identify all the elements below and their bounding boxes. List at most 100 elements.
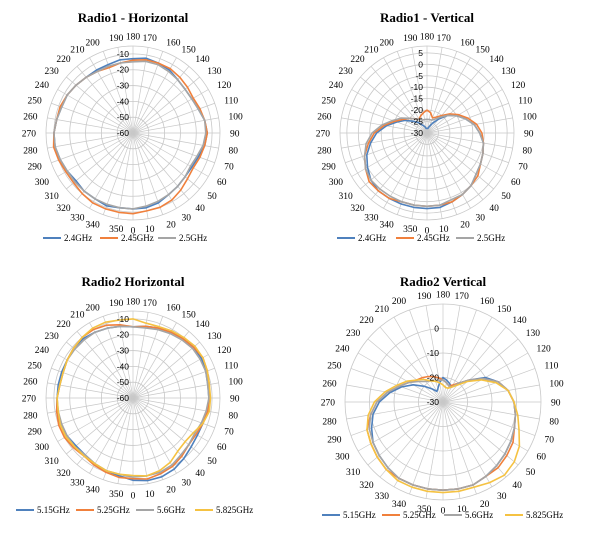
angle-tick-label: 270 xyxy=(321,399,336,409)
legend-label: 5.825GHz xyxy=(216,505,253,515)
angle-tick-label: 180 xyxy=(126,33,141,43)
radial-tick-label: -15 xyxy=(411,94,424,104)
angle-tick-label: 270 xyxy=(22,395,37,405)
angle-tick-label: 160 xyxy=(166,303,181,313)
legend-item: 5.825GHz xyxy=(195,505,253,515)
radial-tick-label: -10 xyxy=(117,314,130,324)
angle-tick-label: 230 xyxy=(44,67,59,77)
angle-tick-label: 190 xyxy=(403,34,418,44)
angle-tick-label: 300 xyxy=(335,453,350,463)
grid-spoke xyxy=(132,354,209,399)
legend-label: 2.4GHz xyxy=(64,233,92,243)
angle-tick-label: 250 xyxy=(28,361,43,371)
grid-spoke xyxy=(132,397,164,480)
angle-tick-label: 160 xyxy=(480,297,495,307)
grid-spoke xyxy=(102,316,134,399)
grid-spoke xyxy=(132,397,149,484)
series-line-5.825GHz xyxy=(366,378,521,494)
angle-tick-label: 280 xyxy=(23,411,38,421)
angle-tick-label: 180 xyxy=(436,291,451,301)
angle-tick-label: 0 xyxy=(441,507,446,517)
chart-title: Radio1 - Horizontal xyxy=(78,10,189,25)
angle-tick-label: 280 xyxy=(317,146,332,156)
angle-tick-label: 60 xyxy=(217,443,227,453)
legend-item: 2.4GHz xyxy=(337,233,386,243)
angle-tick-label: 330 xyxy=(375,492,390,502)
grid-spoke xyxy=(426,132,503,177)
legend-label: 5.6GHz xyxy=(465,510,493,520)
angle-tick-label: 10 xyxy=(145,225,155,235)
grid-spoke xyxy=(341,132,428,149)
angle-tick-label: 340 xyxy=(392,500,407,510)
grid-spoke xyxy=(57,132,134,177)
angle-tick-label: 30 xyxy=(182,214,192,224)
angle-tick-label: 260 xyxy=(317,113,332,123)
angle-tick-label: 70 xyxy=(224,428,234,438)
grid-spoke xyxy=(442,368,536,403)
angle-tick-label: 320 xyxy=(56,204,71,214)
grid-spoke xyxy=(51,397,134,429)
grid-spoke xyxy=(89,322,134,399)
series-line-5.6GHz xyxy=(56,325,210,478)
grid-spoke xyxy=(57,397,134,442)
angle-tick-label: 320 xyxy=(56,469,71,479)
angle-tick-label: 80 xyxy=(229,146,239,156)
angle-tick-label: 150 xyxy=(182,46,197,56)
angle-tick-label: 220 xyxy=(56,320,71,330)
angle-tick-label: 60 xyxy=(537,453,547,463)
grid-spoke xyxy=(132,132,215,164)
angle-tick-label: 270 xyxy=(22,130,37,140)
angle-tick-label: 190 xyxy=(109,34,124,44)
grid-spoke xyxy=(426,132,509,164)
angle-tick-label: 140 xyxy=(512,316,527,326)
grid-spoke xyxy=(132,331,190,399)
angle-tick-label: 340 xyxy=(86,486,101,496)
angle-tick-label: 320 xyxy=(350,204,365,214)
grid-spoke xyxy=(442,305,461,403)
angle-tick-label: 210 xyxy=(364,46,379,56)
grid-spoke xyxy=(426,132,471,209)
angle-tick-label: 290 xyxy=(327,435,342,445)
grid-spoke xyxy=(132,382,219,399)
grid-spoke xyxy=(47,397,134,414)
angle-tick-label: 200 xyxy=(86,303,101,313)
angle-tick-label: 340 xyxy=(86,221,101,231)
angle-tick-label: 350 xyxy=(403,225,418,235)
radial-tick-label: 0 xyxy=(418,59,423,69)
grid-spoke xyxy=(132,132,190,200)
angle-tick-label: 330 xyxy=(364,214,379,224)
grid-spoke xyxy=(117,132,134,219)
angle-tick-label: 240 xyxy=(335,345,350,355)
angle-tick-label: 240 xyxy=(329,81,344,91)
radial-tick-label: -20 xyxy=(117,65,130,75)
grid-spoke xyxy=(51,132,134,164)
legend-item: 5.25GHz xyxy=(382,510,436,520)
angle-tick-label: 170 xyxy=(143,299,158,309)
grid-spoke xyxy=(132,397,219,414)
angle-tick-label: 60 xyxy=(217,178,227,188)
radial-tick-label: -30 xyxy=(117,346,130,356)
grid-spoke xyxy=(442,309,477,403)
angle-tick-label: 40 xyxy=(195,469,205,479)
grid-spoke xyxy=(426,76,494,134)
radial-tick-label: -40 xyxy=(117,96,130,106)
legend-item: 2.45GHz xyxy=(396,233,450,243)
radial-tick-label: -30 xyxy=(411,128,424,138)
legend-label: 5.15GHz xyxy=(37,505,70,515)
grid-spoke xyxy=(426,132,513,149)
angle-tick-label: 140 xyxy=(195,55,210,65)
legend-item: 2.5GHz xyxy=(456,233,505,243)
grid-spoke xyxy=(66,132,134,190)
grid-spoke xyxy=(426,132,484,200)
angle-tick-label: 80 xyxy=(523,146,533,156)
angle-tick-label: 290 xyxy=(28,428,43,438)
angle-tick-label: 10 xyxy=(145,490,155,500)
grid-spoke xyxy=(66,397,134,455)
grid-spoke xyxy=(132,76,200,134)
angle-tick-label: 200 xyxy=(86,38,101,48)
grid-spoke xyxy=(426,66,484,134)
angle-tick-label: 350 xyxy=(109,225,124,235)
angle-tick-label: 300 xyxy=(35,443,50,453)
grid-spoke xyxy=(47,132,134,149)
